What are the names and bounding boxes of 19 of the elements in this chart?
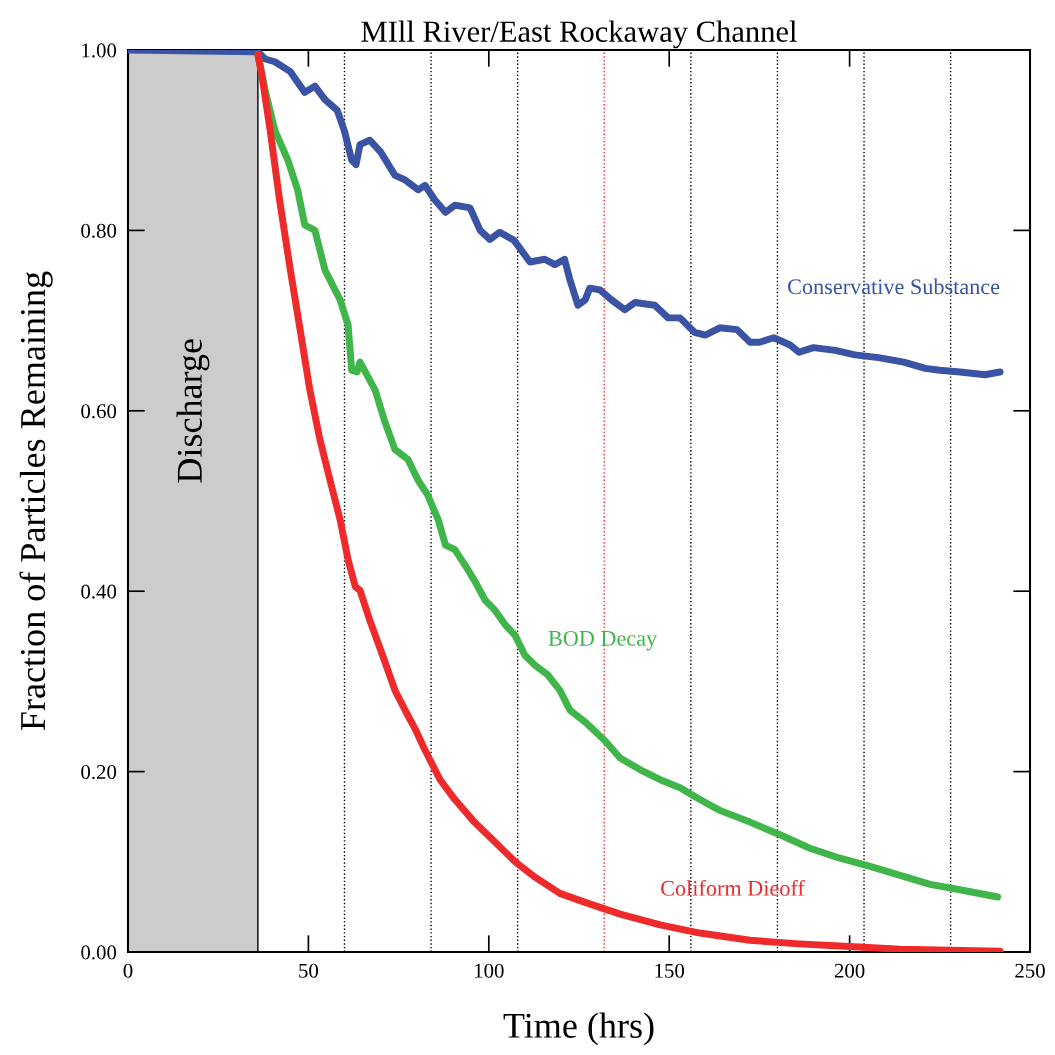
band-label: Discharge	[176, 339, 210, 483]
y-tick-label: 0.40	[81, 584, 117, 599]
y-tick-label: 0.00	[81, 945, 117, 960]
y-tick-label: 0.60	[81, 404, 117, 419]
x-tick-label: 50	[299, 963, 319, 978]
x-tick-label: 200	[834, 963, 865, 978]
x-tick-label: 0	[123, 963, 133, 978]
series-label: Coliform Dieoff	[661, 879, 805, 896]
y-tick-label: 1.00	[82, 43, 117, 58]
x-tick-label: 100	[475, 963, 504, 978]
y-tick-label: 0.20	[81, 764, 117, 780]
text: Conservative Substance	[788, 278, 1000, 295]
y-axis-title: Fraction of Particles Remaining	[19, 271, 53, 731]
y-tick-label: 0.80	[81, 223, 117, 238]
x-tick-label: 150	[655, 963, 685, 978]
x-axis-title: Time (hrs)	[503, 1012, 654, 1046]
series-label: BOD Decay	[548, 630, 658, 651]
chart-title: MIll River/East Rockaway Channel	[361, 20, 797, 49]
x-tick-label: 250	[1015, 963, 1045, 978]
